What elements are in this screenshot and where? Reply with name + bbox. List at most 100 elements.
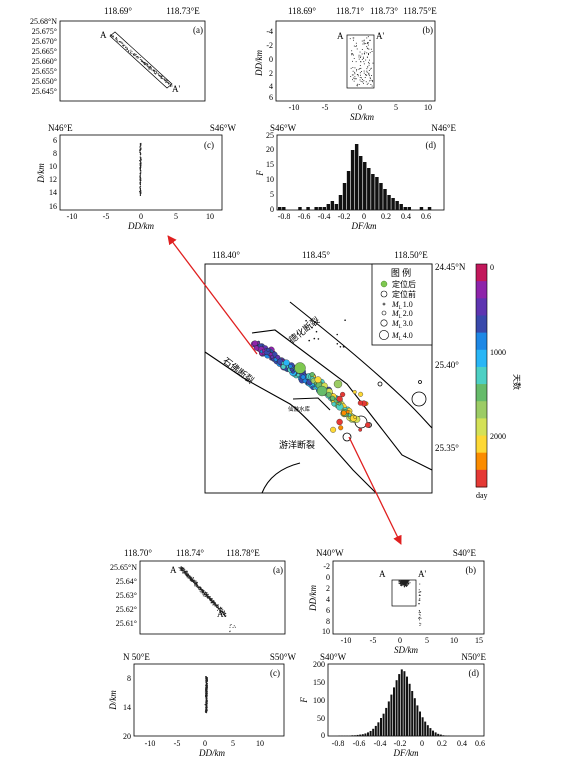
event-dot xyxy=(210,601,212,603)
svg-text:0.2: 0.2 xyxy=(381,212,391,221)
svg-text:10: 10 xyxy=(450,636,458,645)
colorbar-segment xyxy=(476,366,487,385)
event-dot xyxy=(140,159,142,161)
event-dot xyxy=(367,66,368,68)
bottom-b-right-dir: S40°E xyxy=(453,548,477,558)
event-dot xyxy=(206,678,208,680)
event-dot xyxy=(200,589,202,590)
event-circle xyxy=(337,401,342,406)
event-dot xyxy=(399,580,401,582)
event-dot xyxy=(419,594,421,596)
event-dot xyxy=(361,77,362,79)
event-dot xyxy=(180,569,182,571)
svg-text:0: 0 xyxy=(362,212,366,221)
histogram-bar xyxy=(429,728,432,736)
svg-text:0.2: 0.2 xyxy=(437,739,447,748)
event-dot xyxy=(140,177,142,179)
event-dot xyxy=(204,592,206,594)
event-dot xyxy=(367,43,368,44)
svg-text:2: 2 xyxy=(326,584,330,593)
event-dot xyxy=(352,37,354,39)
top-d-panel-label: (d) xyxy=(426,140,437,150)
event-dot xyxy=(140,195,141,196)
event-dot xyxy=(186,574,188,576)
svg-text:15: 15 xyxy=(266,160,274,169)
event-dot xyxy=(369,77,371,79)
event-dot xyxy=(160,75,162,77)
event-circle xyxy=(331,401,337,407)
histogram-bar xyxy=(375,177,379,210)
event-dot xyxy=(182,567,184,569)
event-dot xyxy=(139,183,141,185)
svg-text:-10: -10 xyxy=(341,636,352,645)
bottom-c-xlabel: DD/km xyxy=(198,748,225,758)
svg-text:118.75°E: 118.75°E xyxy=(403,6,437,16)
event-dot xyxy=(205,685,207,687)
histogram-bar xyxy=(351,735,354,736)
event-dot xyxy=(367,42,369,43)
event-dot xyxy=(419,599,421,601)
svg-text:-10: -10 xyxy=(145,739,156,748)
event-dot xyxy=(188,576,190,578)
histogram-bar xyxy=(393,687,395,736)
event-dot xyxy=(356,45,357,47)
event-dot xyxy=(223,611,225,613)
event-dot xyxy=(205,698,207,700)
colorbar-segment xyxy=(476,452,487,471)
event-dot xyxy=(353,54,354,56)
event-dot xyxy=(197,587,199,589)
event-dot xyxy=(115,37,117,39)
event-dot xyxy=(193,579,195,581)
event-dot xyxy=(197,586,199,588)
event-dot xyxy=(222,611,223,613)
event-dot xyxy=(203,591,204,593)
event-dot xyxy=(125,46,127,48)
colorbar-segment xyxy=(476,435,487,454)
event-dot xyxy=(200,587,202,588)
histogram-bar xyxy=(363,162,367,210)
event-dot xyxy=(170,83,171,85)
event-dot xyxy=(196,585,197,587)
event-dot xyxy=(360,61,362,63)
top-c-ylabel: D/km xyxy=(36,163,46,184)
colorbar-tick-2000: 2000 xyxy=(490,432,506,441)
event-dot xyxy=(215,602,216,604)
event-dot xyxy=(207,683,208,684)
event-dot xyxy=(140,144,142,146)
svg-text:8: 8 xyxy=(326,617,330,626)
event-dot xyxy=(351,50,353,52)
svg-text:118.69°: 118.69° xyxy=(288,6,316,16)
event-circle xyxy=(352,390,357,394)
event-dot xyxy=(110,34,112,36)
event-dot xyxy=(203,590,205,592)
event-dot xyxy=(206,694,208,696)
event-dot xyxy=(399,581,401,583)
event-dot xyxy=(184,569,186,570)
event-dot xyxy=(155,73,156,75)
event-dot xyxy=(188,574,190,576)
event-dot xyxy=(419,594,420,596)
histogram-bar xyxy=(374,725,377,736)
event-dot xyxy=(183,567,185,569)
event-dot xyxy=(317,338,320,340)
event-dot xyxy=(221,607,223,609)
svg-text:118.78°E: 118.78°E xyxy=(226,548,260,558)
svg-text:20: 20 xyxy=(123,732,131,741)
event-dot xyxy=(156,71,157,73)
event-dot xyxy=(156,72,158,74)
event-dot xyxy=(232,627,234,628)
event-dot xyxy=(205,695,206,696)
svg-text:8: 8 xyxy=(53,149,57,158)
event-dot xyxy=(137,57,139,59)
top-a-panel-label: (a) xyxy=(193,25,203,35)
event-dot xyxy=(366,46,368,48)
event-dot xyxy=(198,587,200,588)
event-dot xyxy=(206,677,208,679)
legend-mag-2: ML2.0 xyxy=(391,309,413,320)
svg-text:-5: -5 xyxy=(322,103,329,112)
event-dot xyxy=(185,574,187,576)
event-dot xyxy=(353,39,354,41)
event-dot xyxy=(164,80,166,82)
histogram-bar xyxy=(419,711,421,736)
event-dot xyxy=(420,611,421,613)
